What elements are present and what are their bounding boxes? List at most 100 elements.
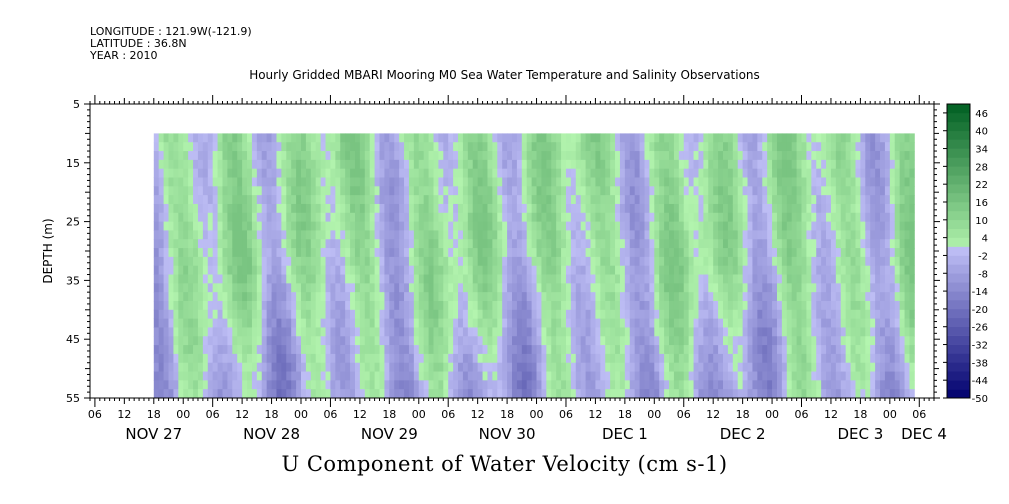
heatmap-cell <box>330 221 336 231</box>
heatmap-cell <box>860 186 866 196</box>
heatmap-cell <box>448 221 454 231</box>
heatmap-cell <box>497 327 503 337</box>
heatmap-cell <box>359 265 366 275</box>
heatmap-cell <box>880 371 886 381</box>
heatmap-cell <box>325 309 331 320</box>
heatmap-cell <box>757 239 763 249</box>
heatmap-cell <box>875 151 881 161</box>
heatmap-cell <box>423 248 429 258</box>
heatmap-cell <box>556 159 562 170</box>
heatmap-cell <box>217 274 223 284</box>
heatmap-cell <box>193 195 199 205</box>
heatmap-cell <box>561 133 567 143</box>
heatmap-cell <box>860 133 866 143</box>
heatmap-cell <box>727 221 734 231</box>
heatmap-cell <box>619 353 626 364</box>
heatmap-cell <box>673 371 680 381</box>
heatmap-cell <box>512 248 518 258</box>
heatmap-cell <box>320 300 326 311</box>
heatmap-cell <box>423 353 429 364</box>
heatmap-cell <box>585 142 591 152</box>
heatmap-cell <box>296 256 302 267</box>
heatmap-cell <box>315 186 322 196</box>
heatmap-cell <box>193 133 199 143</box>
heatmap-cell <box>222 283 228 293</box>
heatmap-cell <box>276 133 282 143</box>
heatmap-cell <box>335 336 341 346</box>
heatmap-cell <box>590 239 596 249</box>
heatmap-cell <box>281 195 287 205</box>
heatmap-cell <box>153 353 160 364</box>
heatmap-cell <box>153 212 160 222</box>
heatmap-cell <box>870 265 876 275</box>
heatmap-cell <box>291 133 297 143</box>
heatmap-cell <box>158 203 165 214</box>
heatmap-cell <box>565 195 572 205</box>
heatmap-cell <box>467 353 474 364</box>
heatmap-cell <box>821 203 827 214</box>
heatmap-cell <box>364 195 371 205</box>
heatmap-cell <box>786 248 793 258</box>
heatmap-cell <box>330 292 336 302</box>
heatmap-cell <box>860 239 866 249</box>
heatmap-cell <box>472 318 479 328</box>
heatmap-cell <box>791 186 798 196</box>
heatmap-cell <box>742 195 748 205</box>
heatmap-cell <box>202 168 209 178</box>
heatmap-cell <box>688 203 694 214</box>
heatmap-cell <box>624 239 631 249</box>
heatmap-cell <box>232 212 238 222</box>
heatmap-cell <box>767 353 773 364</box>
heatmap-cell <box>423 239 429 249</box>
heatmap-cell <box>669 345 675 355</box>
heatmap-cell <box>247 300 253 311</box>
heatmap-cell <box>732 248 739 258</box>
heatmap-cell <box>811 177 817 187</box>
heatmap-cell <box>683 362 690 372</box>
heatmap-cell <box>830 265 837 275</box>
heatmap-cell <box>718 159 724 170</box>
heatmap-cell <box>453 353 459 364</box>
heatmap-cell <box>443 151 449 161</box>
heatmap-cell <box>536 133 542 143</box>
heatmap-cell <box>296 380 302 390</box>
heatmap-cell <box>767 195 773 205</box>
heatmap-cell <box>629 318 636 328</box>
heatmap-cell <box>197 230 204 240</box>
heatmap-cell <box>909 142 915 152</box>
heatmap-cell <box>698 274 704 284</box>
heatmap-cell <box>865 239 871 249</box>
heatmap-cell <box>340 345 346 355</box>
heatmap-cell <box>178 353 184 364</box>
heatmap-cell <box>423 345 429 355</box>
heatmap-cell <box>570 345 577 355</box>
heatmap-cell <box>227 300 233 311</box>
heatmap-cell <box>315 221 322 231</box>
heatmap-cell <box>644 380 650 390</box>
heatmap-cell <box>197 309 204 320</box>
heatmap-cell <box>546 283 552 293</box>
heatmap-cell <box>276 151 282 161</box>
heatmap-cell <box>570 327 577 337</box>
heatmap-cell <box>477 159 483 170</box>
heatmap-cell <box>428 177 434 187</box>
heatmap-cell <box>256 292 263 302</box>
heatmap-cell <box>610 177 616 187</box>
heatmap-cell <box>796 362 802 372</box>
heatmap-cell <box>801 389 807 399</box>
heatmap-cell <box>865 256 871 267</box>
heatmap-cell <box>875 353 881 364</box>
heatmap-cell <box>894 203 901 214</box>
heatmap-cell <box>251 300 258 311</box>
heatmap-cell <box>310 133 317 143</box>
heatmap-cell <box>649 389 655 399</box>
heatmap-cell <box>629 309 636 320</box>
heatmap-cell <box>884 371 891 381</box>
heatmap-cell <box>693 142 699 152</box>
heatmap-cell <box>816 248 822 258</box>
heatmap-cell <box>320 133 326 143</box>
heatmap-cell <box>644 292 650 302</box>
heatmap-cell <box>821 256 827 267</box>
heatmap-cell <box>654 265 660 275</box>
heatmap-cell <box>624 256 631 267</box>
